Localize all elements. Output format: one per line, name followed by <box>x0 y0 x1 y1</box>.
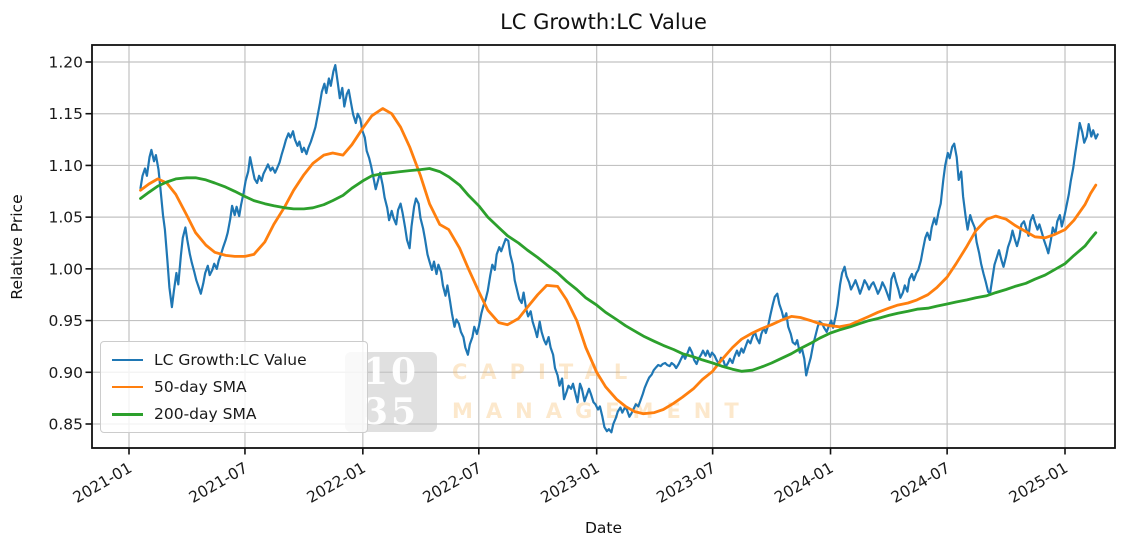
chart-title: LC Growth:LC Value <box>500 10 707 34</box>
legend-item-sma50: 50-day SMA <box>101 374 367 400</box>
legend-label-ratio: LC Growth:LC Value <box>154 350 307 369</box>
plot-frame <box>91 44 1116 449</box>
y-tick-label: 0.90 <box>48 364 83 382</box>
y-tick-label: 1.05 <box>48 209 83 227</box>
watermark-logo-row1: 10 <box>362 351 420 393</box>
y-tick-label: 1.15 <box>48 105 83 123</box>
legend-label-sma200: 200-day SMA <box>154 405 257 424</box>
series-line-0 <box>139 63 1099 434</box>
legend-swatch-sma50 <box>112 385 143 389</box>
series-line-1 <box>139 107 1098 416</box>
legend-swatch-sma200 <box>112 412 143 416</box>
legend-item-ratio: LC Growth:LC Value <box>101 347 367 373</box>
legend-item-sma200: 200-day SMA <box>101 401 367 427</box>
legend: LC Growth:LC Value 50-day SMA 200-day SM… <box>100 341 368 433</box>
y-tick-label: 0.95 <box>48 312 83 330</box>
y-tick-label: 1.10 <box>48 157 83 175</box>
y-tick-label: 1.20 <box>48 54 83 72</box>
y-axis-label: Relative Price <box>8 194 26 300</box>
watermark-logo-box: 10 35 <box>345 352 437 432</box>
legend-swatch-ratio <box>112 358 143 361</box>
series-line-2 <box>139 167 1098 373</box>
y-tick-label: 0.85 <box>48 416 83 434</box>
watermark-logo-row2: 35 <box>362 391 420 433</box>
legend-label-sma50: 50-day SMA <box>154 377 247 396</box>
x-axis-label: Date <box>584 519 623 537</box>
y-tick-label: 1.00 <box>48 260 83 278</box>
